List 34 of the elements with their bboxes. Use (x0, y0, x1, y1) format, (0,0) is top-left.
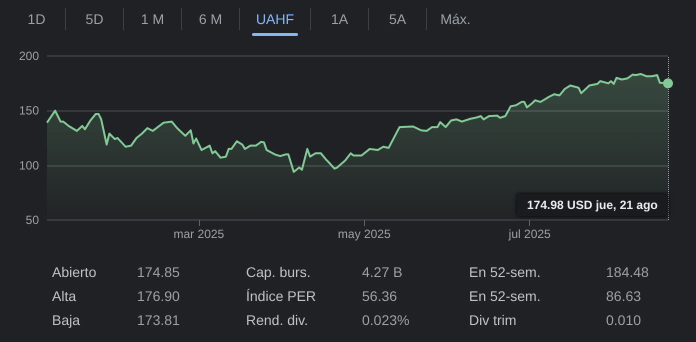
text: 6 M (181, 8, 239, 30)
text: 184.48 (606, 264, 650, 280)
text: Baja (52, 312, 82, 328)
y-tick-label: 200 (18, 49, 40, 63)
text: 86.63 (606, 288, 642, 304)
text: 5A (368, 8, 426, 30)
text: 176.90 (137, 288, 181, 304)
text: Rend. div. (246, 312, 309, 328)
text: 173.81 (137, 312, 181, 328)
text: En 52-sem. (469, 288, 542, 304)
text: 174.85 (137, 264, 181, 280)
text: 5D (65, 8, 123, 30)
text: 1 M (123, 8, 181, 30)
x-tick-label: may 2025 (338, 227, 391, 241)
y-tick-label: 150 (18, 104, 40, 118)
text: Alta (52, 288, 78, 304)
y-tick-label: 100 (18, 158, 40, 172)
text: En 52-sem. (469, 264, 542, 280)
text: 1D (26, 10, 46, 29)
text: Índice PER (246, 288, 318, 304)
text: 4.27 B (362, 264, 404, 280)
text: Cap. burs. (246, 264, 312, 280)
text: Div trim (469, 312, 518, 328)
text: 1A (310, 8, 368, 30)
text: Máx. (426, 8, 484, 30)
x-tick-label: jul 2025 (508, 227, 552, 241)
text: UAHF (239, 8, 310, 30)
text: 0.023% (362, 312, 410, 328)
text: Abierto (52, 264, 98, 280)
annotation: 174.98 USD jue, 21 ago (517, 194, 668, 216)
x-tick-label: mar 2025 (174, 227, 225, 241)
text: 0.010 (606, 312, 642, 328)
y-tick-label: 50 (26, 213, 40, 227)
text: 56.36 (362, 288, 398, 304)
